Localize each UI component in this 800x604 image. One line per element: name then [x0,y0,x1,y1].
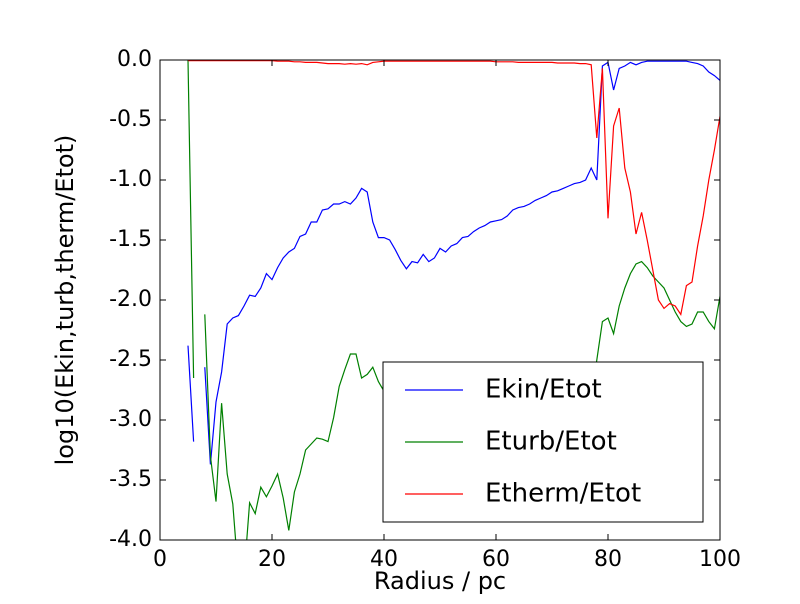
y-tick-label: 0.0 [117,47,152,72]
y-tick-label: -2.0 [109,287,152,312]
x-tick-label: 100 [699,547,741,572]
legend-label: Ekin/Etot [485,375,602,405]
x-axis-label: Radius / pc [374,567,506,595]
y-axis-label: log10(Ekin,turb,therm/Etot) [51,135,79,466]
y-tick-label: -4.0 [109,527,152,552]
x-tick-label: 20 [258,547,286,572]
legend-label: Etherm/Etot [485,479,641,509]
series-line [187,60,720,465]
plot-lines [187,60,720,540]
series-line [188,60,720,316]
y-tick-label: -1.0 [109,167,152,192]
y-tick-label: -0.5 [109,107,152,132]
y-tick-label: -2.5 [109,347,152,372]
y-tick-label: -3.5 [109,467,152,492]
x-tick-label: 0 [153,547,167,572]
x-tick-label: 40 [370,547,398,572]
x-tick-label: 80 [594,547,622,572]
x-tick-label: 60 [482,547,510,572]
y-tick-label: -3.0 [109,407,152,432]
legend-label: Eturb/Etot [485,427,617,457]
series-line [187,60,720,540]
y-tick-label: -1.5 [109,227,152,252]
